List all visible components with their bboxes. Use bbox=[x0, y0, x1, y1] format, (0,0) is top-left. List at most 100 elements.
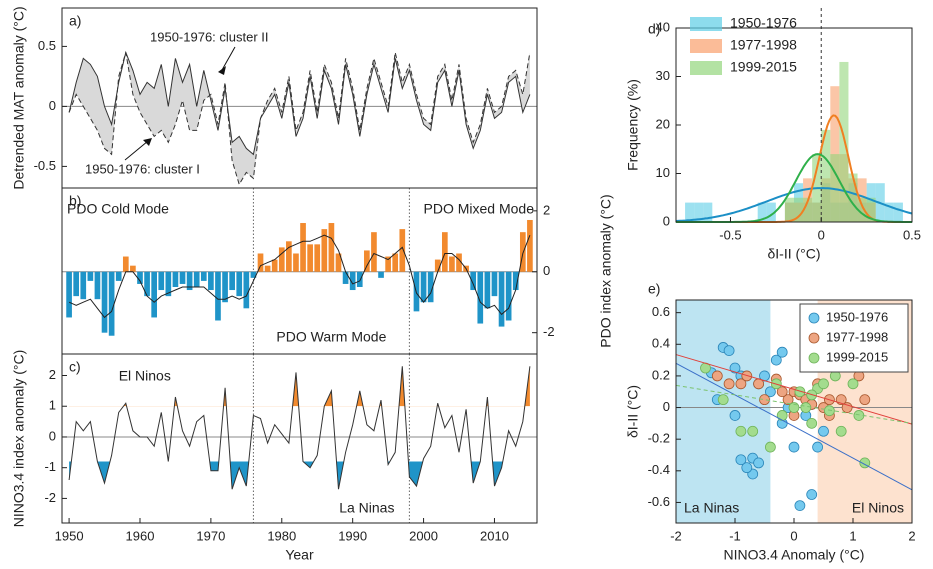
x-tick-label: 1960 bbox=[126, 528, 155, 543]
pdo-bar bbox=[193, 271, 200, 287]
pdo-bar bbox=[264, 265, 271, 272]
pdo-bar bbox=[477, 271, 484, 324]
pdo-bar bbox=[87, 271, 94, 281]
pdo-bar bbox=[512, 271, 519, 291]
hist-bar bbox=[784, 197, 794, 222]
annotation: PDO Warm Mode bbox=[276, 329, 386, 345]
y-tick-label: -0.5 bbox=[34, 158, 56, 173]
legend-label: 1999-2015 bbox=[730, 59, 797, 75]
x-tick-label: -0.5 bbox=[719, 227, 741, 242]
pdo-bar bbox=[73, 271, 80, 297]
panel-label: e) bbox=[648, 281, 660, 297]
hist-bar bbox=[766, 202, 776, 222]
pdo-bar bbox=[186, 271, 193, 291]
panel-label: d) bbox=[648, 21, 660, 37]
x-tick-label: 2 bbox=[908, 528, 915, 543]
pdo-bar bbox=[286, 241, 292, 272]
scatter-point bbox=[818, 425, 829, 437]
pdo-bar bbox=[456, 253, 462, 272]
hist-bar bbox=[803, 197, 813, 222]
scatter-point bbox=[794, 386, 806, 398]
y-tick-label: 0 bbox=[543, 263, 550, 278]
arrow-head bbox=[143, 138, 152, 146]
y-tick-label: -0.2 bbox=[648, 431, 670, 446]
x-axis-label: Year bbox=[285, 547, 314, 563]
pdo-bar bbox=[356, 271, 363, 287]
cluster-gap bbox=[69, 52, 530, 185]
pdo-bar bbox=[484, 271, 491, 309]
annotation: PDO Mixed Mode bbox=[424, 201, 535, 217]
arrow bbox=[221, 46, 236, 71]
y-axis-label: NINO3.4 index anomaly (°C) bbox=[11, 350, 27, 528]
scatter-point bbox=[747, 425, 759, 437]
pdo-bar bbox=[250, 271, 257, 278]
pdo-bar bbox=[519, 232, 526, 272]
enso-highlight bbox=[69, 461, 503, 490]
pdo-bar bbox=[505, 271, 512, 321]
pdo-bar bbox=[314, 244, 321, 272]
pdo-bar bbox=[271, 259, 278, 272]
scatter-point bbox=[753, 457, 764, 469]
span bbox=[676, 300, 771, 523]
y-tick-label: 0.4 bbox=[652, 336, 670, 351]
series-line bbox=[68, 50, 531, 156]
x-tick-label: -1 bbox=[729, 528, 741, 543]
x-tick-label: 1980 bbox=[267, 528, 296, 543]
scatter-point bbox=[741, 462, 753, 474]
y-tick-label: 20 bbox=[656, 116, 670, 131]
span-label: El Ninos bbox=[852, 500, 904, 516]
pdo-bar bbox=[293, 253, 299, 272]
pdo-bar bbox=[108, 271, 115, 336]
pdo-bar bbox=[122, 256, 129, 272]
scatter-point bbox=[765, 386, 776, 398]
legend-swatch bbox=[690, 39, 722, 53]
pdo-bar bbox=[498, 271, 505, 327]
y-axis-label: Detrended MAT anomaly (°C) bbox=[11, 6, 27, 189]
pdo-bar bbox=[420, 271, 427, 303]
scatter-point bbox=[812, 441, 823, 453]
panel-label: a) bbox=[69, 13, 81, 29]
pdo-bar bbox=[300, 223, 306, 272]
scatter-point bbox=[776, 386, 788, 398]
span-label: La Ninas bbox=[684, 500, 739, 516]
y-tick-label: 0.5 bbox=[38, 38, 56, 53]
hist-bar bbox=[830, 154, 840, 222]
scatter-point bbox=[859, 394, 871, 406]
scatter-point bbox=[735, 454, 747, 466]
pdo-bar bbox=[236, 271, 243, 297]
pdo-bar bbox=[449, 256, 455, 272]
y-tick-label: 0.2 bbox=[652, 367, 670, 382]
pdo-bar bbox=[101, 271, 108, 333]
y-tick-label: -0.4 bbox=[648, 462, 670, 477]
y-axis-label: Frequency (%) bbox=[625, 79, 641, 171]
enso-highlight bbox=[69, 366, 530, 407]
hist-bar bbox=[685, 202, 695, 222]
scatter-point bbox=[788, 441, 800, 453]
scatter-point bbox=[853, 410, 865, 421]
pdo-bar bbox=[215, 271, 221, 321]
hist-bar bbox=[857, 197, 867, 222]
scatter-point bbox=[735, 425, 747, 437]
pdo-bar bbox=[349, 271, 356, 291]
pdo-bar bbox=[278, 247, 285, 272]
x-axis-label: NINO3.4 Anomaly (°C) bbox=[724, 547, 865, 563]
pdo-bar bbox=[399, 229, 406, 272]
hist-bar bbox=[884, 202, 894, 222]
y-tick-label: -2 bbox=[44, 490, 56, 505]
y-tick-label: 0 bbox=[663, 213, 670, 228]
pdo-bar bbox=[392, 253, 399, 272]
pdo-bar bbox=[80, 271, 87, 300]
hist-bar bbox=[848, 173, 858, 222]
annotation: 1950-1976: cluster II bbox=[150, 29, 269, 44]
pdo-bar bbox=[222, 271, 228, 303]
legend-label: 1977-1998 bbox=[826, 329, 888, 344]
legend-label: 1950-1976 bbox=[826, 309, 888, 324]
pdo-bar bbox=[527, 219, 533, 272]
scatter-point bbox=[729, 362, 741, 374]
y-tick-label: 30 bbox=[656, 68, 670, 83]
legend-marker bbox=[808, 332, 820, 344]
y-tick-label: 0 bbox=[49, 98, 56, 113]
x-axis-label: δI-II (°C) bbox=[767, 246, 820, 262]
scatter-point bbox=[800, 402, 812, 413]
